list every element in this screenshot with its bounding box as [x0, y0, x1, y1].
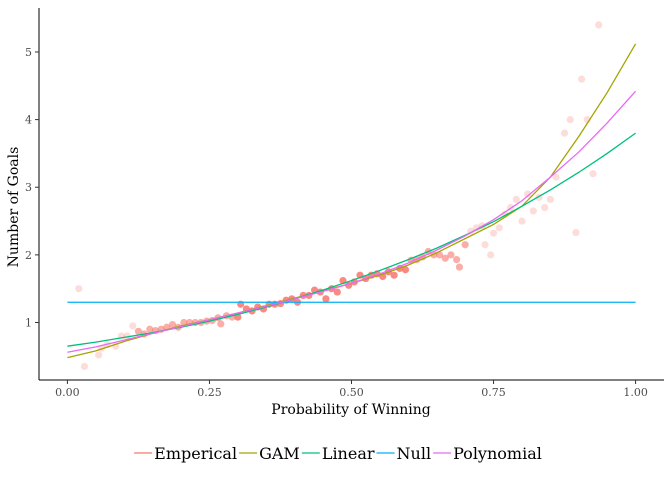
data-point — [447, 251, 455, 259]
x-tick-label: 0.50 — [339, 386, 364, 399]
data-point — [217, 320, 225, 328]
x-tick-label: 0.75 — [481, 386, 506, 399]
legend-label-null: Null — [397, 444, 432, 463]
model-lines — [67, 43, 637, 359]
legend-label-linear: Linear — [322, 444, 375, 463]
x-tick-label: 0.25 — [197, 386, 222, 399]
data-point — [560, 129, 569, 137]
data-point — [572, 228, 580, 237]
data-point — [524, 190, 532, 198]
legend-label-emperical: Emperical — [154, 444, 237, 463]
data-point — [487, 251, 495, 259]
data-point — [134, 327, 143, 335]
y-tick-label: 1 — [25, 317, 32, 330]
data-point — [401, 266, 410, 274]
legend: Emperical GAM Linear Null Polynomial — [134, 444, 542, 463]
x-axis-title: Probability of Winning — [271, 402, 430, 418]
data-point — [495, 224, 503, 232]
data-point — [146, 325, 154, 333]
legend-label-gam: GAM — [259, 444, 300, 463]
data-point — [435, 251, 444, 259]
data-point — [80, 362, 89, 371]
y-tick-label: 2 — [25, 249, 32, 262]
x-tick-label: 0.00 — [55, 386, 80, 399]
data-point — [461, 241, 469, 249]
data-points — [75, 21, 603, 371]
series-line-linear — [67, 132, 636, 347]
data-point — [455, 263, 464, 271]
data-point — [566, 116, 574, 124]
axes: 0.00 0.25 0.50 0.75 1.00 1 2 3 4 5 — [25, 8, 664, 399]
data-point — [541, 203, 549, 212]
data-point — [322, 295, 330, 303]
y-axis-title: Number of Goals — [6, 147, 22, 268]
data-point — [168, 320, 177, 329]
data-point — [546, 195, 554, 204]
data-point — [441, 254, 449, 262]
data-point — [552, 173, 560, 181]
y-tick-label: 5 — [25, 46, 32, 59]
y-tick-label: 3 — [25, 181, 32, 194]
data-point — [453, 256, 461, 264]
y-tick-label: 4 — [25, 114, 32, 127]
data-point — [578, 75, 586, 83]
data-point — [489, 229, 498, 237]
data-point — [589, 170, 597, 178]
data-point — [529, 207, 537, 215]
data-point — [75, 285, 83, 293]
data-point — [129, 322, 137, 330]
data-point — [390, 271, 398, 279]
legend-label-polynomial: Polynomial — [453, 444, 542, 463]
series-line-polynomial — [67, 90, 637, 353]
data-point — [518, 217, 526, 225]
data-point — [512, 195, 520, 204]
data-point — [333, 288, 341, 296]
data-point — [481, 241, 489, 249]
x-tick-label: 1.00 — [623, 386, 648, 399]
data-point — [595, 21, 603, 29]
data-point — [95, 351, 103, 359]
